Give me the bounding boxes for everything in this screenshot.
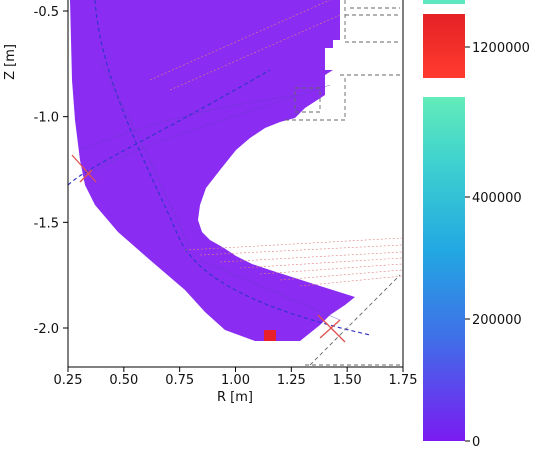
x-tick-label: 0.75	[165, 373, 194, 388]
colorbar-top-segment	[423, 0, 465, 4]
xpoint-marker	[71, 154, 97, 183]
x-tick-label: 1.00	[221, 373, 250, 388]
x-tick-label: 0.50	[109, 373, 138, 388]
colorbar-ticks: 0 200000 400000 1200000	[465, 41, 530, 450]
y-tick-label: -1.5	[34, 216, 59, 231]
x-tick-label: 1.25	[277, 373, 306, 388]
colorbar-tick-label: 200000	[472, 313, 522, 328]
colorbar-tick-label: 400000	[472, 191, 522, 206]
divertor-rays	[149, 0, 403, 287]
heatmap-region	[70, 0, 355, 341]
y-tick-label: -1.0	[34, 111, 59, 126]
x-tick-label: 0.25	[54, 373, 83, 388]
flux-lines	[79, 59, 341, 321]
colorbar-main-segment	[423, 97, 465, 441]
vessel-walls	[285, 0, 402, 366]
colorbar-tick-label: 0	[472, 435, 480, 450]
x-tick-label: 1.75	[389, 373, 418, 388]
xpoint-marker	[317, 314, 346, 343]
y-tick-label: -2.0	[34, 322, 59, 337]
x-axis-label: R [m]	[217, 390, 253, 405]
colorbar-red-segment	[423, 14, 465, 78]
colorbar-tick-label: 1200000	[472, 41, 530, 56]
y-tick-label: -0.5	[34, 5, 59, 20]
x-axis-ticks: 0.25 0.50 0.75 1.00 1.25 1.50 1.75	[54, 367, 418, 388]
hotspot-marker	[264, 330, 276, 341]
y-axis-ticks: -0.5 -1.0 -1.5 -2.0	[34, 5, 68, 337]
heatmap-edge	[325, 40, 340, 70]
x-tick-label: 1.50	[333, 373, 362, 388]
separatrix-line	[94, 0, 371, 336]
y-axis-label: Z [m]	[3, 44, 18, 80]
plot-area	[67, 0, 404, 368]
separatrix-leg	[67, 69, 271, 186]
colorbar: 0 200000 400000 1200000	[423, 0, 530, 450]
